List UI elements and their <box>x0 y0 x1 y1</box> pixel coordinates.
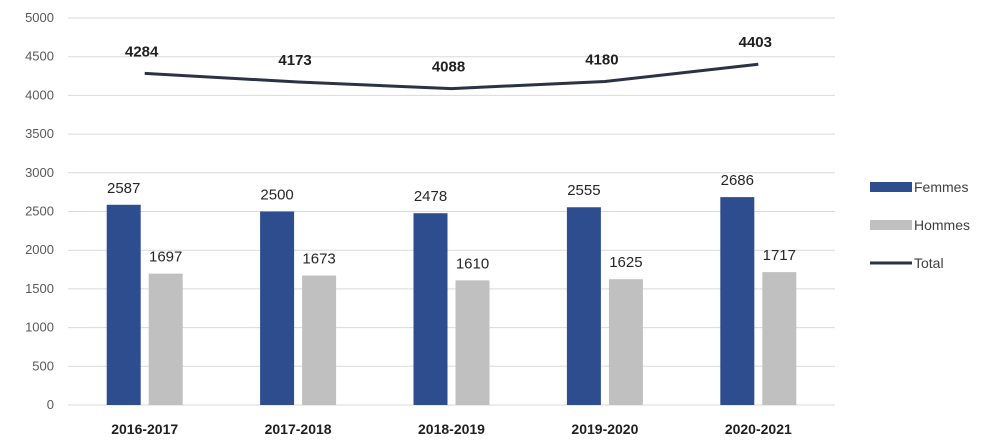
y-tick-label: 3000 <box>25 165 54 180</box>
legend-swatch-hommes <box>870 220 912 230</box>
total-value-label: 4180 <box>585 51 618 68</box>
y-tick-label: 0 <box>47 397 54 412</box>
bar-hommes <box>302 275 337 405</box>
data-labels: 2587 1697 2500 1673 2478 1610 2555 1625 2686 1717… <box>107 34 796 272</box>
bar-femmes <box>260 211 295 405</box>
legend-label-total: Total <box>914 255 944 271</box>
bar-value-label: 1717 <box>763 247 796 264</box>
legend-label-hommes: Hommes <box>914 217 970 233</box>
x-tick-label: 2018-2019 <box>418 421 485 437</box>
bar-femmes <box>720 197 755 405</box>
bar-hommes <box>608 279 643 405</box>
bar-value-label: 2500 <box>260 187 293 204</box>
total-value-label: 4088 <box>432 59 465 76</box>
legend-label-femmes: Femmes <box>914 179 968 195</box>
bar-value-label: 1610 <box>456 255 489 272</box>
total-value-label: 4284 <box>125 43 159 60</box>
bar-value-label: 2478 <box>414 188 447 205</box>
x-tick-label: 2017-2018 <box>265 421 332 437</box>
x-tick-label: 2019-2020 <box>571 421 638 437</box>
y-tick-label: 3500 <box>25 126 54 141</box>
bar-value-label: 2587 <box>107 180 140 197</box>
x-tick-label: 2020-2021 <box>725 421 792 437</box>
bar-value-label: 1625 <box>609 254 642 271</box>
bar-value-label: 1697 <box>149 249 182 266</box>
y-tick-label: 4000 <box>25 87 54 102</box>
bar-hommes <box>455 280 490 405</box>
bar-femmes <box>413 213 448 405</box>
y-axis: 0 500 1000 1500 2000 2500 3000 3500 4000 4500 5000 <box>25 10 54 412</box>
total-line <box>144 62 759 91</box>
bars <box>106 197 797 405</box>
legend: Femmes Hommes Total <box>870 179 970 271</box>
y-tick-label: 2500 <box>25 204 54 219</box>
x-axis: 2016-2017 2017-2018 2018-2019 2019-2020 2020… <box>111 421 792 437</box>
bar-femmes <box>106 204 141 405</box>
total-line-group <box>144 62 759 91</box>
y-tick-label: 4500 <box>25 49 54 64</box>
bar-value-label: 1673 <box>302 251 335 268</box>
bar-hommes <box>762 272 797 405</box>
y-tick-label: 1000 <box>25 320 54 335</box>
bar-femmes <box>566 207 601 405</box>
total-value-label: 4403 <box>739 34 772 51</box>
legend-swatch-femmes <box>870 182 912 192</box>
bar-value-label: 2686 <box>721 172 754 189</box>
y-tick-label: 500 <box>32 358 54 373</box>
y-tick-label: 1500 <box>25 281 54 296</box>
x-tick-label: 2016-2017 <box>111 421 178 437</box>
gridlines <box>68 17 835 406</box>
bar-value-label: 2555 <box>567 182 600 199</box>
total-value-label: 4173 <box>278 52 311 69</box>
bar-hommes <box>148 273 183 405</box>
y-tick-label: 2000 <box>25 242 54 257</box>
y-tick-label: 5000 <box>25 10 54 25</box>
